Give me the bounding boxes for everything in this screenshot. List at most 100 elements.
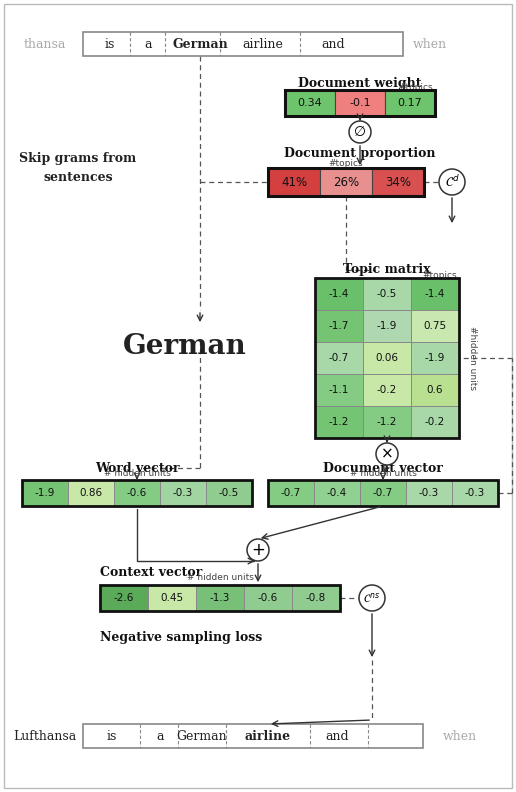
Text: 0.34: 0.34 (298, 98, 322, 108)
Text: thansa: thansa (24, 37, 66, 51)
Text: -1.7: -1.7 (329, 321, 349, 331)
Text: Document proportion: Document proportion (284, 147, 436, 159)
Circle shape (349, 121, 371, 143)
Text: -0.1: -0.1 (349, 98, 371, 108)
FancyBboxPatch shape (385, 90, 435, 116)
FancyBboxPatch shape (244, 585, 292, 611)
FancyBboxPatch shape (411, 310, 459, 342)
Circle shape (247, 539, 269, 561)
FancyBboxPatch shape (363, 406, 411, 438)
Text: # hidden units: # hidden units (104, 470, 170, 478)
Text: -0.2: -0.2 (425, 417, 445, 427)
FancyBboxPatch shape (148, 585, 196, 611)
Text: a: a (156, 729, 164, 743)
Text: -1.9: -1.9 (377, 321, 397, 331)
Text: German: German (176, 729, 228, 743)
Text: -0.5: -0.5 (219, 488, 239, 498)
FancyBboxPatch shape (22, 480, 68, 506)
Text: and: and (321, 37, 345, 51)
Text: #topics: #topics (423, 271, 457, 280)
FancyBboxPatch shape (335, 90, 385, 116)
FancyBboxPatch shape (363, 374, 411, 406)
Text: -1.2: -1.2 (377, 417, 397, 427)
FancyBboxPatch shape (196, 585, 244, 611)
Text: #hidden units: #hidden units (469, 326, 477, 390)
FancyBboxPatch shape (292, 585, 340, 611)
Text: Skip grams from
sentences: Skip grams from sentences (20, 152, 137, 184)
Text: and: and (325, 729, 349, 743)
FancyBboxPatch shape (315, 374, 363, 406)
FancyBboxPatch shape (114, 480, 160, 506)
Text: Document vector: Document vector (323, 462, 443, 474)
Text: -1.2: -1.2 (329, 417, 349, 427)
Text: -0.7: -0.7 (329, 353, 349, 363)
Text: German: German (172, 37, 228, 51)
Text: Document weight: Document weight (298, 77, 422, 89)
FancyBboxPatch shape (268, 168, 320, 196)
Text: 26%: 26% (333, 176, 359, 188)
FancyBboxPatch shape (285, 90, 335, 116)
FancyBboxPatch shape (363, 310, 411, 342)
Text: German: German (123, 333, 247, 360)
Text: 0.45: 0.45 (160, 593, 184, 603)
FancyBboxPatch shape (411, 406, 459, 438)
FancyBboxPatch shape (411, 342, 459, 374)
Text: -0.6: -0.6 (258, 593, 278, 603)
Text: ×: × (381, 447, 393, 462)
Text: -0.3: -0.3 (173, 488, 193, 498)
Text: -1.4: -1.4 (329, 289, 349, 299)
Text: 34%: 34% (385, 176, 411, 188)
Text: 41%: 41% (281, 176, 307, 188)
Text: 0.86: 0.86 (79, 488, 103, 498)
FancyBboxPatch shape (406, 480, 452, 506)
FancyBboxPatch shape (315, 406, 363, 438)
Text: 0.75: 0.75 (424, 321, 446, 331)
Text: # hidden units: # hidden units (187, 573, 253, 582)
FancyBboxPatch shape (268, 480, 314, 506)
Text: airline: airline (243, 37, 283, 51)
Text: $\mathcal{C}^{ns}$: $\mathcal{C}^{ns}$ (363, 591, 381, 605)
FancyBboxPatch shape (320, 168, 372, 196)
Text: -0.4: -0.4 (327, 488, 347, 498)
FancyBboxPatch shape (68, 480, 114, 506)
FancyBboxPatch shape (100, 585, 148, 611)
FancyBboxPatch shape (372, 168, 424, 196)
Text: -1.4: -1.4 (425, 289, 445, 299)
Text: #topics: #topics (329, 159, 363, 169)
Text: -0.8: -0.8 (306, 593, 326, 603)
Text: Negative sampling loss: Negative sampling loss (100, 631, 262, 645)
Text: when: when (413, 37, 447, 51)
FancyBboxPatch shape (363, 278, 411, 310)
Text: ∅: ∅ (354, 125, 366, 139)
Text: -1.9: -1.9 (35, 488, 55, 498)
Text: -0.3: -0.3 (465, 488, 485, 498)
Text: -1.9: -1.9 (425, 353, 445, 363)
FancyBboxPatch shape (411, 374, 459, 406)
FancyBboxPatch shape (315, 342, 363, 374)
Text: -0.7: -0.7 (373, 488, 393, 498)
FancyBboxPatch shape (314, 480, 360, 506)
FancyBboxPatch shape (411, 278, 459, 310)
Text: Word vector: Word vector (95, 462, 179, 474)
Text: Context vector: Context vector (100, 565, 202, 578)
Text: -0.2: -0.2 (377, 385, 397, 395)
Text: a: a (144, 37, 152, 51)
Text: -1.3: -1.3 (210, 593, 230, 603)
Text: Topic matrix: Topic matrix (343, 264, 431, 276)
Text: $\mathcal{C}^d$: $\mathcal{C}^d$ (445, 174, 459, 190)
Circle shape (359, 585, 385, 611)
FancyBboxPatch shape (360, 480, 406, 506)
Text: -2.6: -2.6 (114, 593, 134, 603)
FancyBboxPatch shape (363, 342, 411, 374)
Text: is: is (105, 37, 115, 51)
Text: #topics: #topics (398, 82, 433, 92)
Text: -0.3: -0.3 (419, 488, 439, 498)
FancyBboxPatch shape (160, 480, 206, 506)
FancyBboxPatch shape (206, 480, 252, 506)
FancyBboxPatch shape (315, 278, 363, 310)
Text: 0.6: 0.6 (427, 385, 443, 395)
FancyBboxPatch shape (452, 480, 498, 506)
Text: when: when (443, 729, 477, 743)
Circle shape (376, 443, 398, 465)
Text: 0.06: 0.06 (376, 353, 398, 363)
